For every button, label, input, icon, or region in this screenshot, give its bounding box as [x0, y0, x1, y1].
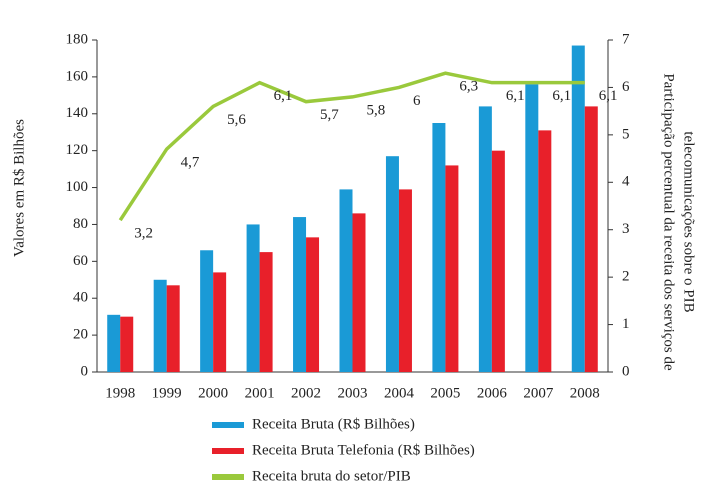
x-tick-label: 2008 [570, 385, 600, 401]
bar [246, 224, 260, 372]
bar [445, 165, 459, 372]
bar [538, 130, 552, 372]
bar [259, 252, 273, 372]
y2-tick-label: 2 [622, 269, 630, 285]
y-tick-label: 160 [66, 68, 89, 84]
y-tick-label: 40 [73, 290, 88, 306]
y2-tick-label: 5 [622, 126, 630, 142]
data-label: 5,6 [227, 112, 246, 128]
bar [525, 84, 539, 373]
y-tick-label: 80 [73, 216, 88, 232]
data-label: 6 [413, 93, 421, 109]
x-tick-label: 1999 [152, 385, 182, 401]
y-tick-label: 140 [66, 105, 89, 121]
x-tick-label: 2007 [523, 385, 554, 401]
y2-tick-label: 7 [622, 31, 630, 47]
data-label: 5,7 [320, 107, 339, 123]
y-tick-label: 0 [81, 363, 89, 379]
data-label: 4,7 [181, 155, 200, 171]
bar [385, 156, 399, 372]
y-tick-label: 100 [66, 179, 89, 195]
x-tick-label: 2003 [338, 385, 368, 401]
data-label: 6,1 [506, 88, 525, 104]
y-tick-label: 20 [73, 327, 88, 343]
y2-axis-label: Participação percentual da receita dos s… [661, 73, 677, 371]
bar [306, 237, 320, 372]
y2-tick-label: 3 [622, 221, 630, 237]
bar [166, 285, 180, 372]
data-label: 6,1 [599, 88, 618, 104]
y-axis-label: Valores em R$ Bilhões [11, 119, 27, 257]
bar [107, 314, 121, 372]
legend-label: Receita Bruta (R$ Bilhões) [252, 416, 415, 432]
x-tick-label: 1998 [105, 385, 135, 401]
data-label: 6,1 [274, 88, 293, 104]
y2-tick-label: 4 [622, 174, 630, 190]
bar [213, 272, 227, 372]
bar [352, 213, 366, 372]
bar [120, 316, 134, 372]
y2-tick-label: 6 [622, 79, 630, 95]
bar [478, 106, 492, 373]
y-tick-label: 120 [66, 142, 89, 158]
y2-axis-label: telecomunicações sobre o PIB [681, 131, 697, 312]
legend-label: Receita bruta do setor/PIB [252, 468, 411, 484]
data-label: 3,2 [134, 226, 153, 242]
y-tick-label: 180 [66, 31, 89, 47]
data-label: 6,1 [552, 88, 571, 104]
bar [432, 123, 446, 372]
x-tick-label: 2002 [291, 385, 321, 401]
bar [293, 217, 307, 372]
data-label: 5,8 [367, 102, 386, 118]
bar [339, 189, 353, 372]
line [118, 71, 585, 222]
bar [153, 279, 167, 372]
bar [398, 189, 412, 372]
bar [200, 250, 214, 372]
bar [571, 45, 585, 373]
y2-tick-label: 1 [622, 316, 630, 332]
bar [491, 150, 505, 372]
y2-tick-label: 0 [622, 363, 630, 379]
x-tick-label: 2005 [430, 385, 460, 401]
bar [584, 106, 598, 373]
legend-label: Receita Bruta Telefonia (R$ Bilhões) [252, 442, 475, 458]
x-tick-label: 2001 [245, 385, 275, 401]
x-tick-label: 2004 [384, 385, 415, 401]
x-tick-label: 2006 [477, 385, 508, 401]
data-label: 6,3 [459, 79, 478, 95]
x-tick-label: 2000 [198, 385, 228, 401]
y-tick-label: 60 [73, 253, 88, 269]
